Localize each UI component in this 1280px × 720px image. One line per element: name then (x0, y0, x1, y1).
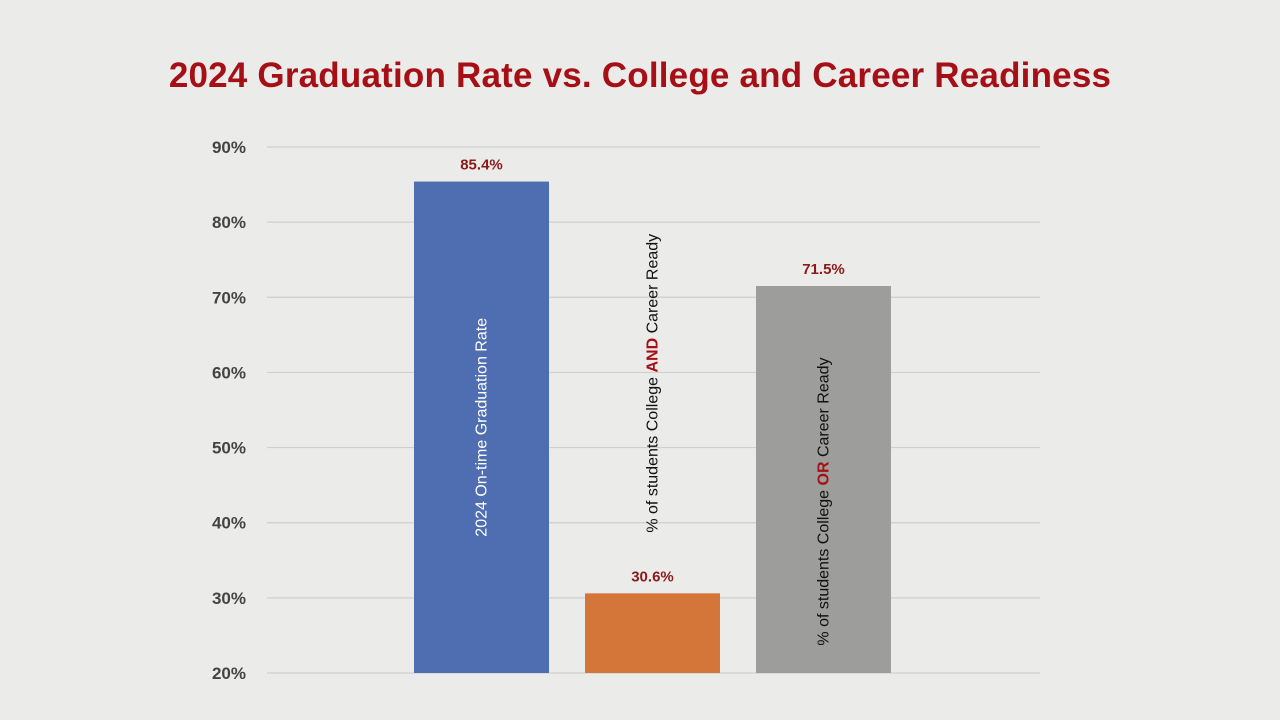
data-label: 30.6% (631, 568, 674, 585)
data-label: 71.5% (802, 261, 845, 278)
y-tick-label: 80% (212, 213, 246, 232)
label-text: Career Ready (644, 234, 661, 338)
label-text: 2024 On-time Graduation Rate (473, 318, 490, 537)
label-text: % of students College (644, 373, 661, 533)
y-tick-label: 90% (212, 138, 246, 157)
chart-title: 2024 Graduation Rate vs. College and Car… (168, 56, 1112, 95)
label-emphasis: AND (644, 338, 661, 373)
y-tick-label: 40% (212, 514, 246, 533)
label-text: % of students College (815, 485, 832, 645)
bar (585, 593, 720, 673)
bar-category-label: 2024 On-time Graduation Rate (473, 318, 490, 537)
data-label: 85.4% (460, 157, 503, 174)
bar (414, 181, 549, 673)
y-tick-label: 30% (212, 589, 246, 608)
bar (756, 286, 891, 673)
y-tick-label: 70% (212, 288, 246, 307)
y-tick-label: 50% (212, 439, 246, 458)
label-text: Career Ready (815, 357, 832, 461)
y-tick-label: 60% (212, 363, 246, 382)
label-emphasis: OR (815, 461, 832, 485)
bar-category-label: % of students College OR Career Ready (815, 357, 832, 645)
y-tick-label: 20% (212, 664, 246, 683)
bar-category-label: % of students College AND Career Ready (644, 234, 661, 533)
